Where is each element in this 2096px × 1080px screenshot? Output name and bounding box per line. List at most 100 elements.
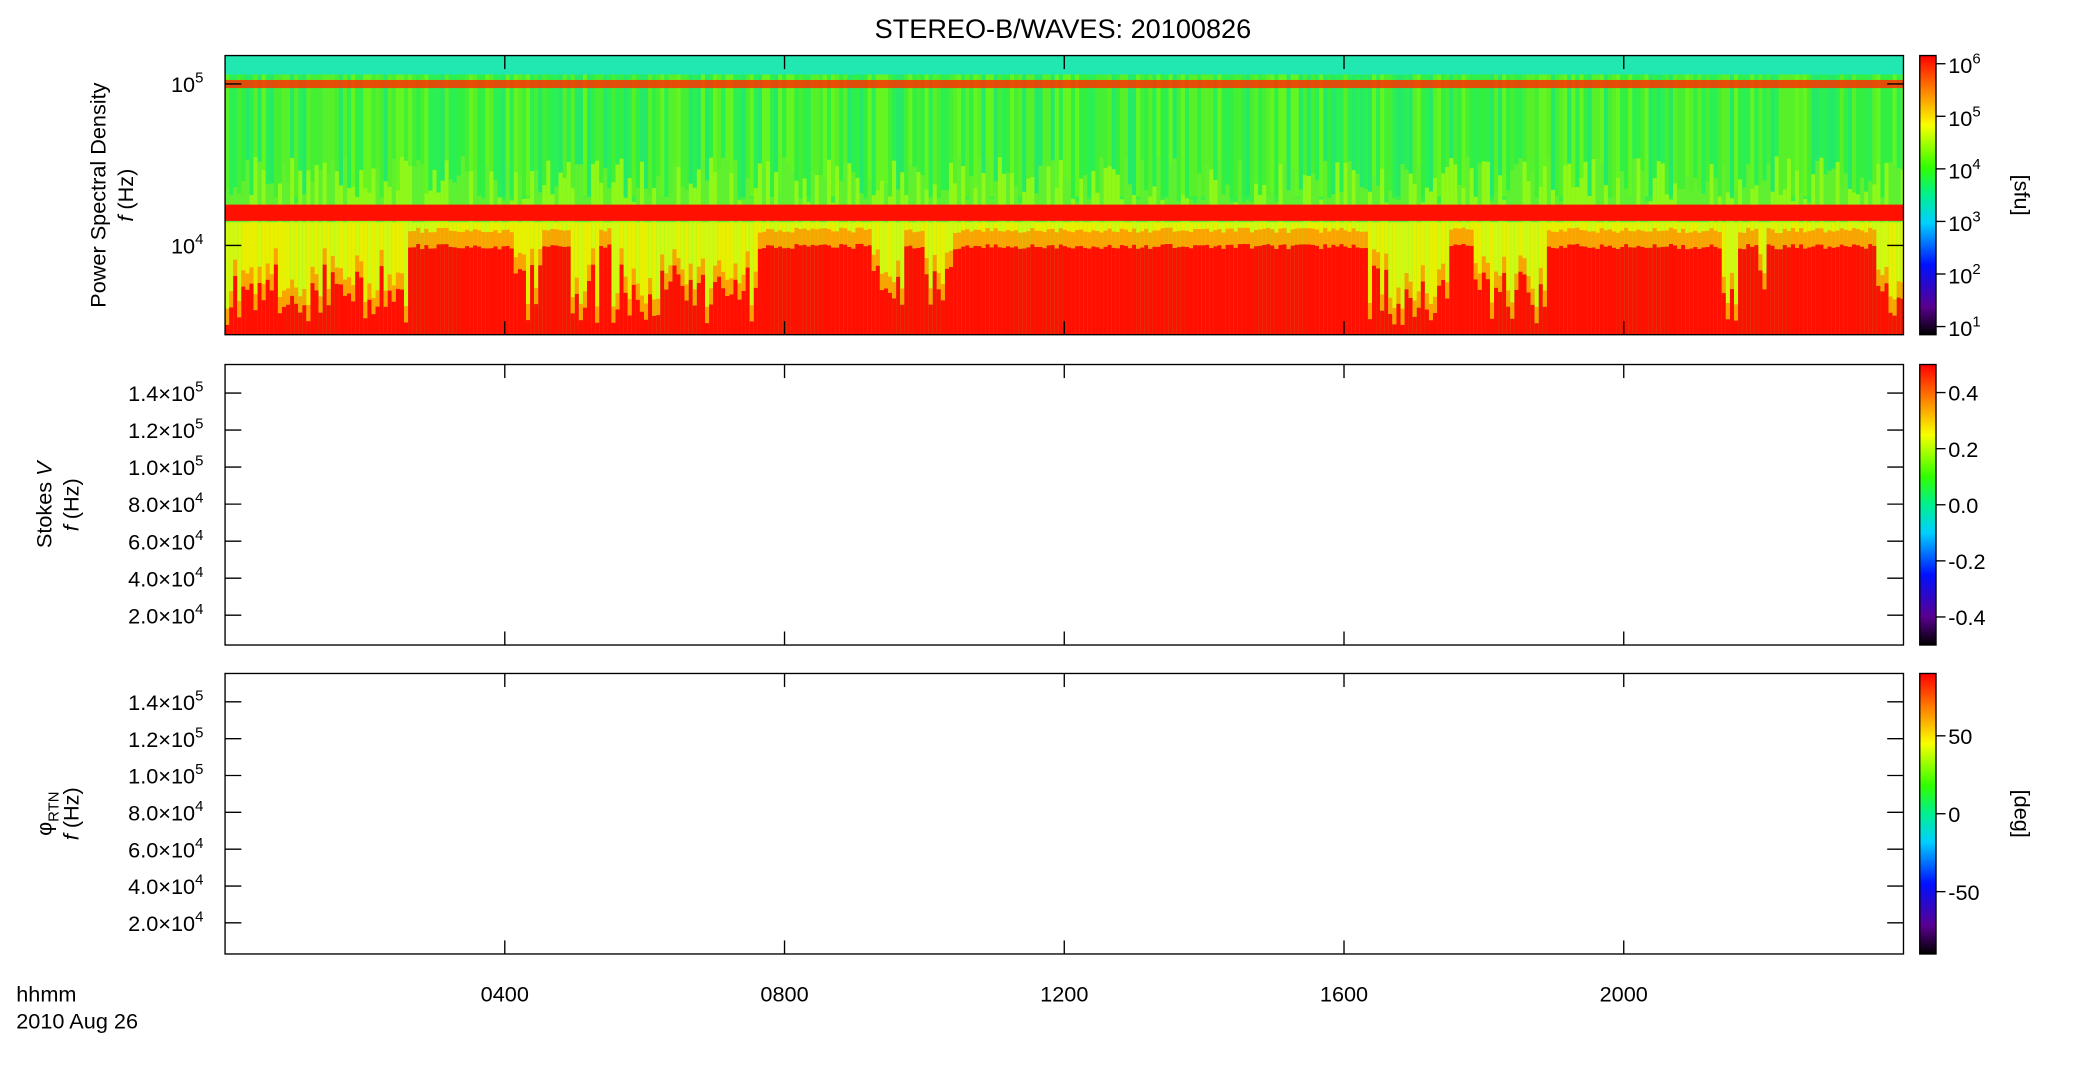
spec-strip xyxy=(1433,177,1438,223)
spec-strip xyxy=(1831,168,1836,223)
spec-strip xyxy=(1656,247,1661,335)
spec-strip xyxy=(408,247,413,335)
spec-strip xyxy=(1530,288,1535,305)
spec-strip xyxy=(1611,74,1617,197)
spec-strip xyxy=(1851,244,1857,335)
spec-strip xyxy=(1351,74,1356,197)
spec-strip xyxy=(1876,163,1881,223)
spec-strip xyxy=(1376,268,1381,335)
spec-strip xyxy=(1347,161,1352,223)
x-tick-label: 2000 xyxy=(1600,981,1648,1006)
spec-strip xyxy=(944,268,950,335)
spec-strip xyxy=(1843,246,1848,335)
spec-strip xyxy=(977,246,982,335)
spec-strip xyxy=(957,157,962,223)
spec-strip xyxy=(330,159,335,223)
spec-strip xyxy=(1514,222,1519,290)
spec-strip xyxy=(351,285,356,302)
spec-strip xyxy=(1172,158,1177,223)
spec-strip xyxy=(725,279,730,297)
spec-strip xyxy=(896,276,901,335)
spec-strip xyxy=(1636,74,1641,197)
spec-strip xyxy=(1412,300,1417,317)
spec-strip xyxy=(269,222,274,291)
spec-strip xyxy=(542,229,547,247)
spec-strip xyxy=(721,74,726,197)
spec-strip xyxy=(1860,177,1865,223)
colorbar-tick-label: 105 xyxy=(1948,104,1980,130)
spec-strip xyxy=(485,248,490,335)
spec-strip xyxy=(790,74,795,197)
spec-strip xyxy=(302,74,307,197)
spec-strip xyxy=(1786,158,1791,223)
spec-strip xyxy=(668,281,673,335)
tick-exp: 4 xyxy=(195,873,203,889)
spec-strip xyxy=(1420,74,1425,197)
spec-strip xyxy=(582,74,588,197)
spec-strip xyxy=(1225,244,1230,335)
spec-strip xyxy=(1005,230,1011,247)
spec-strip xyxy=(1193,245,1198,335)
spec-strip xyxy=(1359,248,1364,335)
spec-strip xyxy=(993,74,998,197)
spec-strip xyxy=(603,74,608,197)
spec-strip xyxy=(1567,163,1572,223)
y-axis-label: Stokes V xyxy=(32,459,57,548)
spec-strip xyxy=(757,163,762,223)
tick-exp: 5 xyxy=(195,454,203,470)
spec-strip xyxy=(1644,74,1649,197)
spec-strip xyxy=(1734,304,1739,321)
spec-strip xyxy=(892,282,897,299)
tick-exp: 2 xyxy=(1972,262,1980,278)
spec-strip xyxy=(416,160,421,223)
spec-strip xyxy=(1428,320,1434,335)
spec-strip xyxy=(1306,244,1312,335)
spec-strip xyxy=(1721,164,1726,223)
spec-strip xyxy=(676,74,681,197)
y-tick-label: 1.2×105 xyxy=(128,725,203,751)
spec-strip xyxy=(334,222,339,284)
spec-strip xyxy=(1599,74,1604,197)
spec-strip xyxy=(469,171,474,223)
spec-strip xyxy=(1205,228,1210,245)
spec-strip xyxy=(1042,248,1047,335)
spec-strip xyxy=(424,228,429,246)
spec-strip xyxy=(1709,228,1714,245)
spec-strip xyxy=(839,181,844,223)
spec-strip xyxy=(1278,228,1283,245)
spec-strip xyxy=(802,178,807,223)
spec-strip xyxy=(696,74,701,197)
spec-strip xyxy=(249,267,254,284)
spec-strip xyxy=(1856,229,1861,246)
spec-strip xyxy=(249,74,254,197)
spec-strip xyxy=(1900,222,1904,299)
spec-strip xyxy=(1302,228,1307,245)
spec-strip xyxy=(953,233,958,250)
spec-strip xyxy=(871,222,876,272)
spec-strip xyxy=(582,222,588,308)
spec-strip xyxy=(871,74,876,197)
spec-strip xyxy=(1498,275,1503,293)
spec-strip xyxy=(574,222,579,294)
spec-strip xyxy=(1022,248,1027,335)
spec-strip xyxy=(1144,74,1149,197)
spec-strip xyxy=(1758,222,1763,271)
spec-strip xyxy=(554,229,559,246)
spec-strip xyxy=(1762,222,1767,290)
tick-base: 4.0×10 xyxy=(128,566,195,591)
spec-strip xyxy=(558,246,563,335)
spec-strip xyxy=(761,231,767,249)
spec-strip xyxy=(635,74,640,197)
spec-strip xyxy=(1518,74,1523,197)
spec-strip xyxy=(753,222,758,288)
spec-strip xyxy=(1066,74,1072,197)
spec-strip xyxy=(1498,292,1503,335)
spec-strip xyxy=(261,300,266,335)
spec-strip xyxy=(1538,267,1543,285)
spec-strip xyxy=(892,74,897,197)
spec-strip xyxy=(1664,74,1669,197)
spec-strip xyxy=(1428,74,1434,197)
spec-strip xyxy=(623,222,628,293)
tick-exp: 5 xyxy=(195,380,203,396)
spec-strip xyxy=(509,74,514,197)
